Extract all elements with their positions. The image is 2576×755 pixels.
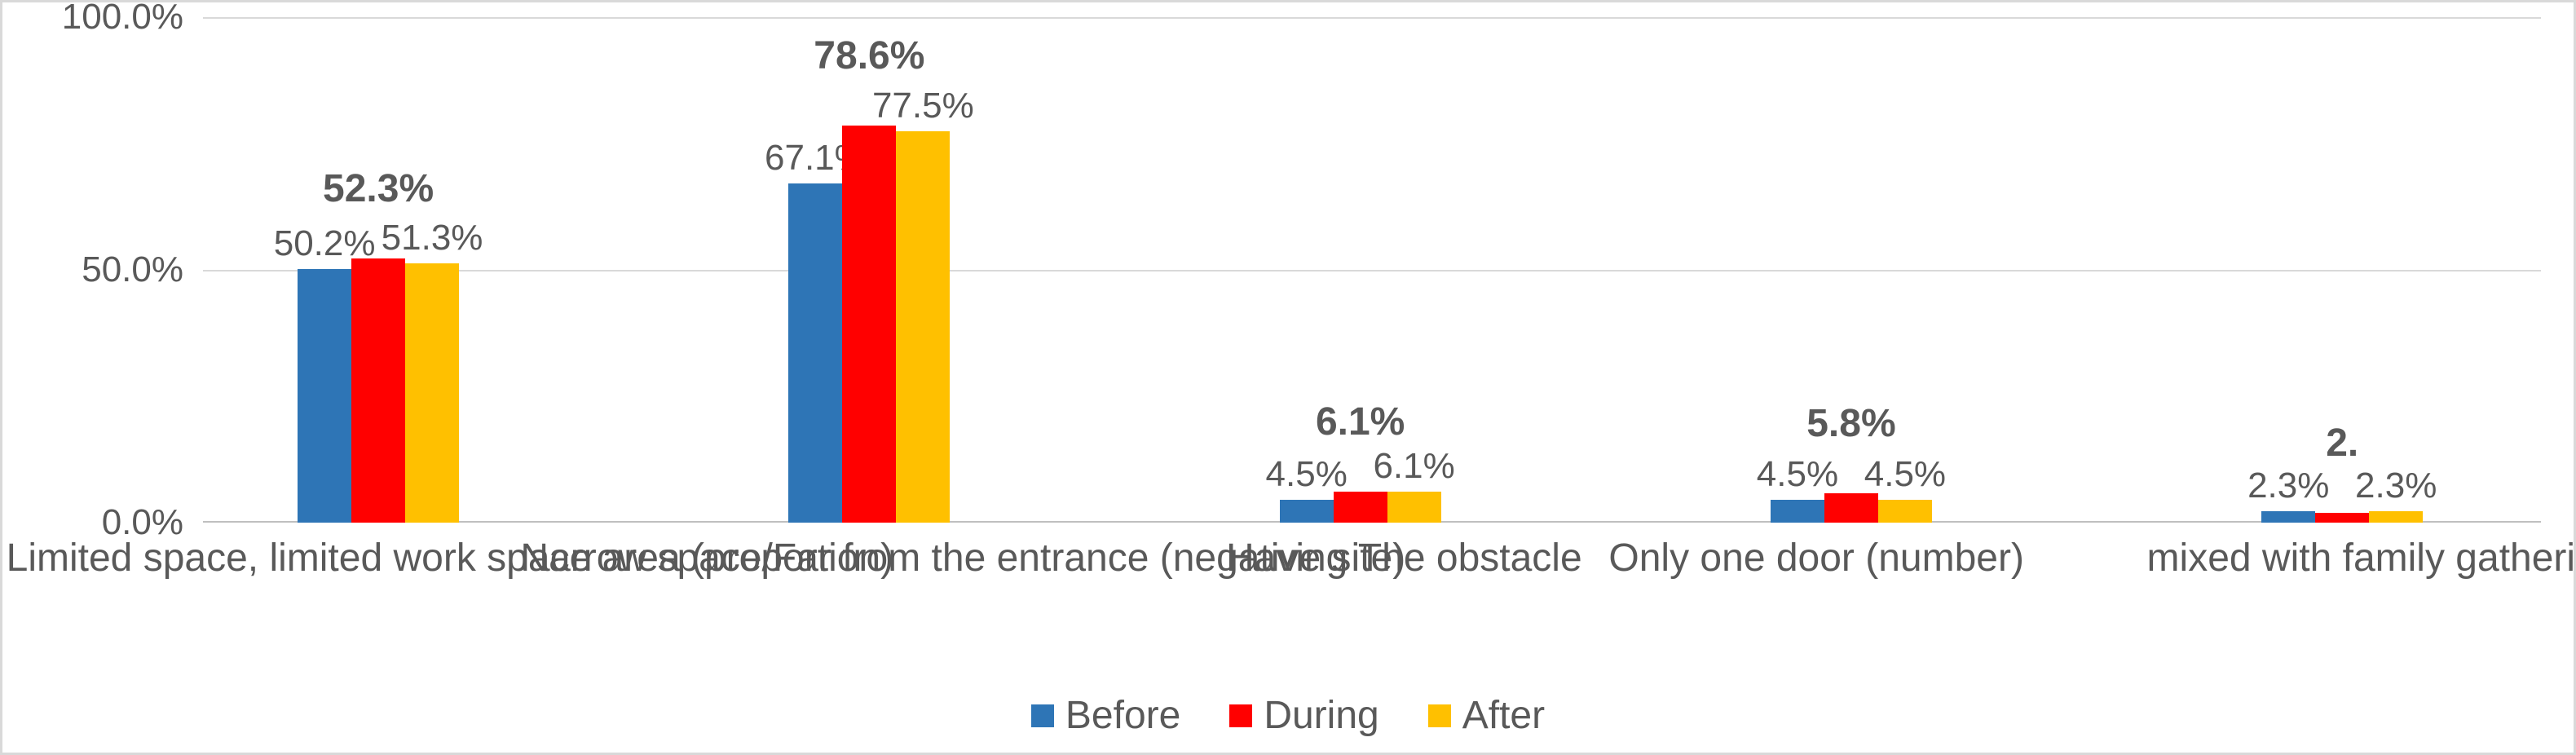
legend-item-after: After [1428,693,1545,738]
bar-value-label: 52.3% [323,166,434,211]
bar-value-label: 2.3% [2247,466,2329,506]
bar-after [896,131,950,523]
bar-before [298,269,351,523]
bar-value-label: 2.3% [2355,466,2437,506]
legend-swatch [1428,704,1451,727]
x-category-label: mixed with family gathering [2147,536,2576,581]
bar-value-label: 4.5% [1864,454,1946,495]
bar-value-label: 2. [2326,421,2358,466]
legend-item-before: Before [1031,693,1180,738]
bar-group: 4.5%5.8%4.5% [1771,17,1932,523]
legend-label: During [1264,693,1378,738]
bar-during [351,258,405,523]
x-category-label: Only one door (number) [1608,536,2024,581]
bar-after [1387,492,1441,523]
chart-frame: 0.0%50.0%100.0% 50.2%52.3%51.3% 67.1%78.6… [0,0,2576,755]
legend-item-during: During [1229,693,1378,738]
legend-swatch [1229,704,1252,727]
legend-swatch [1031,704,1054,727]
bar-before [788,183,842,523]
bar-group: 2.3%2.2.3% [2261,17,2423,523]
bar-group: 50.2%52.3%51.3% [298,17,459,523]
plot-wrap: 0.0%50.0%100.0% 50.2%52.3%51.3% 67.1%78.6… [32,17,2549,523]
bar-value-label: 6.1% [1316,400,1405,444]
bar-after [2369,511,2423,523]
x-axis-labels: Limited space, limited work space area (… [174,524,2565,622]
bar-before [1280,500,1334,523]
bar-value-label: 5.8% [1806,401,1895,446]
y-tick-label: 50.0% [82,249,195,290]
bar-value-label: 51.3% [382,218,483,258]
bar-group: 67.1%78.6%77.5% [788,17,950,523]
legend-label: Before [1065,693,1180,738]
bar-value-label: 77.5% [872,86,974,126]
bar-during [1824,493,1878,523]
bar-after [1878,500,1932,523]
y-tick-label: 100.0% [62,0,195,38]
x-category-label: Having The obstacle [1226,536,1582,581]
legend-label: After [1462,693,1545,738]
bar-after [405,263,459,523]
legend: Before During After [2,693,2574,738]
bar-during [842,126,896,523]
y-axis: 0.0%50.0%100.0% [32,17,195,523]
bar-during [2315,513,2369,523]
plot-area: 50.2%52.3%51.3%67.1%78.6%77.5%4.5%6.1%6.… [203,17,2541,523]
bar-before [1771,500,1824,523]
bar-during [1334,492,1387,523]
bar-before [2261,511,2315,523]
bar-value-label: 4.5% [1266,454,1348,495]
bar-group: 4.5%6.1%6.1% [1280,17,1441,523]
bar-value-label: 78.6% [814,33,924,78]
bar-value-label: 6.1% [1373,446,1454,487]
bar-value-label: 4.5% [1757,454,1838,495]
